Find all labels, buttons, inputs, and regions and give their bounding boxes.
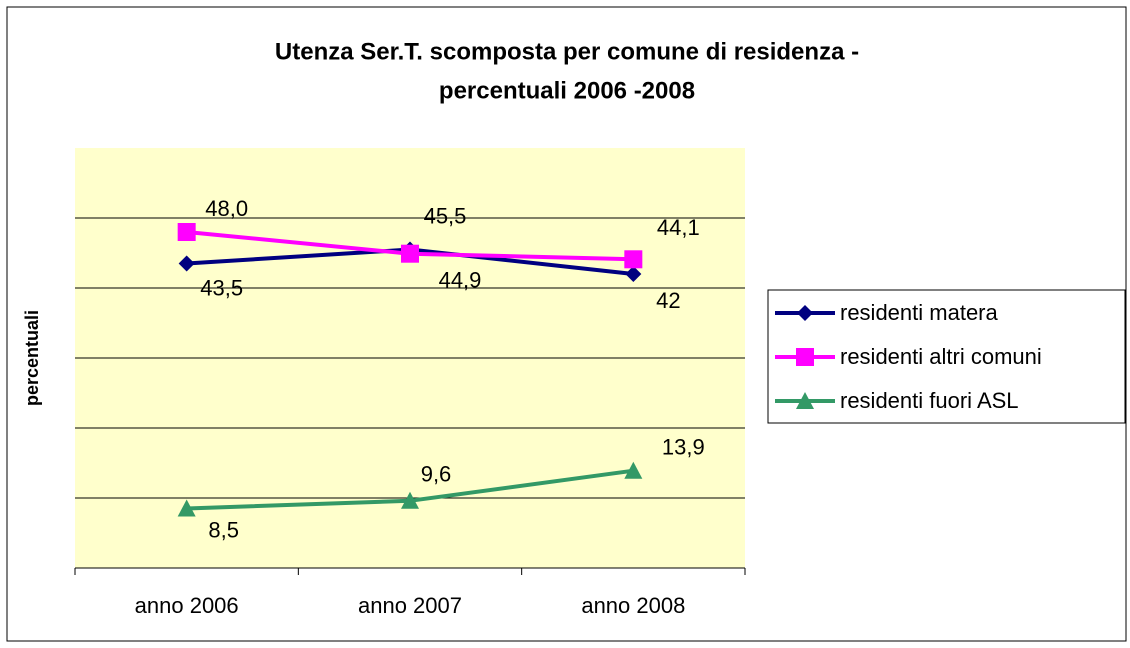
data-label: 9,6 <box>421 462 452 487</box>
data-label: 13,9 <box>662 435 705 460</box>
legend-label: residenti altri comuni <box>840 344 1042 369</box>
legend-label: residenti fuori ASL <box>840 388 1019 413</box>
marker <box>177 223 196 241</box>
legend-marker <box>797 305 813 321</box>
marker <box>624 250 643 269</box>
data-label: 8,5 <box>208 517 239 542</box>
chart-title: Utenza Ser.T. scomposta per comune di re… <box>275 38 859 65</box>
marker <box>177 499 196 517</box>
data-label: 48,0 <box>205 196 248 221</box>
data-label: 44,9 <box>439 268 482 293</box>
x-tick-label: anno 2008 <box>581 593 685 618</box>
marker <box>401 244 419 263</box>
data-label: 45,5 <box>424 203 467 228</box>
y-axis-label: percentuali <box>22 310 42 406</box>
data-label: 44,1 <box>657 215 700 240</box>
data-label: 43,5 <box>200 275 243 300</box>
x-tick-label: anno 2007 <box>358 593 462 618</box>
marker <box>401 491 419 509</box>
legend-marker <box>796 348 814 366</box>
x-tick-label: anno 2006 <box>135 593 239 618</box>
marker <box>624 461 643 479</box>
legend-marker <box>796 392 814 409</box>
marker <box>178 255 195 272</box>
chart-title: percentuali 2006 -2008 <box>439 77 695 104</box>
marker <box>625 266 642 282</box>
data-label: 42 <box>656 288 680 313</box>
legend-label: residenti matera <box>840 300 999 325</box>
